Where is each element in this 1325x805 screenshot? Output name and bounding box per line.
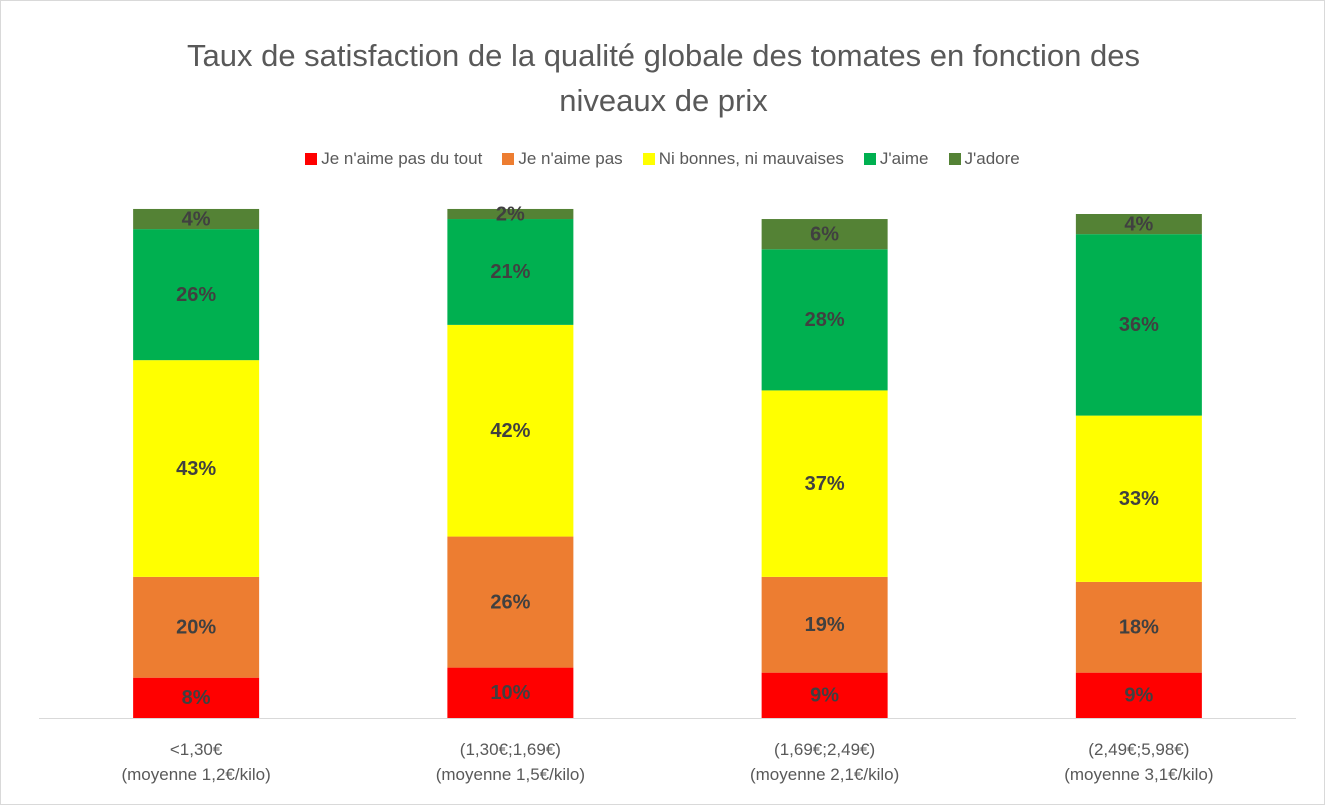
- x-tick-label: <1,30€ (moyenne 1,2€/kilo): [121, 740, 271, 784]
- bar-segment: [761, 672, 888, 718]
- bar-segment: [1075, 581, 1202, 673]
- legend-item: Je n'aime pas du tout: [305, 149, 482, 169]
- legend-item: Je n'aime pas: [502, 149, 623, 169]
- legend-swatch: [305, 153, 318, 165]
- legend-item: J'adore: [948, 149, 1020, 169]
- bar-segment: [133, 576, 260, 678]
- bar-segment: [761, 249, 888, 391]
- legend-label: Ni bonnes, ni mauvaises: [658, 149, 844, 168]
- bar-segment: [133, 677, 260, 718]
- data-label: 37%: [805, 473, 845, 495]
- legend-label: Je n'aime pas: [518, 149, 623, 168]
- data-label: 9%: [810, 685, 839, 707]
- data-label: 36%: [1119, 314, 1159, 336]
- bar-segment: [447, 208, 574, 220]
- data-label: 42%: [490, 420, 530, 442]
- data-label: 28%: [805, 309, 845, 331]
- legend-swatch: [863, 153, 876, 165]
- bar-segment: [1075, 214, 1202, 235]
- data-label: 26%: [176, 284, 216, 306]
- bar-segment: [761, 390, 888, 577]
- legend-swatch: [642, 153, 655, 165]
- data-label: 21%: [490, 261, 530, 283]
- legend-item: Ni bonnes, ni mauvaises: [642, 149, 844, 169]
- legend-swatch: [948, 153, 961, 165]
- bar-segment: [447, 219, 574, 325]
- x-tick-label: (1,69€;2,49€) (moyenne 2,1€/kilo): [749, 740, 900, 784]
- bar-segment: [1075, 672, 1202, 718]
- legend: Je n'aime pas du tout Je n'aime pas Ni bon…: [1, 149, 1324, 169]
- data-label: 10%: [490, 682, 530, 704]
- data-label: 2%: [496, 203, 525, 225]
- data-label: 33%: [1119, 488, 1159, 510]
- legend-item: J'aime: [863, 149, 929, 169]
- bar-segment: [761, 219, 888, 250]
- bar-segment: [447, 667, 574, 718]
- chart-title: Taux de satisfaction de la qualité globa…: [186, 38, 1140, 118]
- data-label: 43%: [176, 458, 216, 480]
- data-label: 18%: [1119, 617, 1159, 639]
- bar-segment: [447, 324, 574, 537]
- bar-segment: [133, 229, 260, 361]
- legend-label: J'aime: [879, 149, 929, 168]
- legend-swatch: [502, 153, 515, 165]
- bar-segment: [761, 576, 888, 673]
- data-label: 9%: [1124, 685, 1153, 707]
- x-tick-label: (1,30€;1,69€) (moyenne 1,5€/kilo): [435, 740, 586, 784]
- data-label: 8%: [182, 687, 211, 709]
- bar-segment: [133, 208, 260, 230]
- data-label: 4%: [1124, 213, 1153, 235]
- data-label: 26%: [490, 591, 530, 613]
- data-label: 4%: [182, 208, 211, 230]
- data-label: 19%: [805, 614, 845, 636]
- bar-segment: [1075, 234, 1202, 416]
- bar-segment: [133, 360, 260, 577]
- x-tick-label: (2,49€;5,98€) (moyenne 3,1€/kilo): [1064, 740, 1214, 784]
- bar-segment: [1075, 415, 1202, 582]
- data-label: 20%: [176, 617, 216, 639]
- legend-label: J'adore: [964, 149, 1020, 168]
- legend-label: Je n'aime pas du tout: [321, 149, 483, 168]
- bar-segment: [447, 536, 574, 668]
- data-label: 6%: [810, 223, 839, 245]
